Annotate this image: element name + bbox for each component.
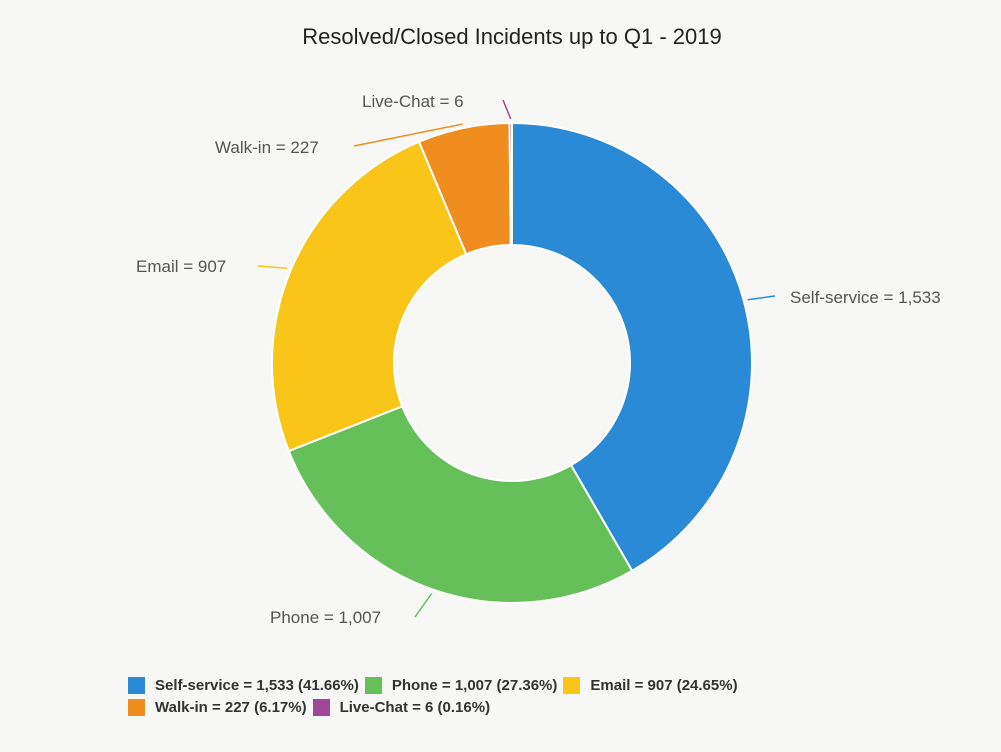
slice-phone[interactable] [287, 404, 634, 604]
legend-label-email: Email = 907 (24.65%) [590, 676, 738, 694]
slices-group [271, 121, 753, 604]
leader-line-walk-in [353, 123, 463, 147]
leader-line-self-service [747, 295, 776, 301]
legend-swatch-phone [364, 676, 382, 694]
slice-label-walk-in: Walk-in = 227 [215, 138, 319, 157]
slice-self-service[interactable] [511, 121, 753, 573]
slice-email[interactable] [271, 140, 468, 453]
legend-item-email[interactable]: Email = 907 (24.65%) [563, 676, 738, 694]
legend-item-live-chat[interactable]: Live-Chat = 6 (0.16%) [312, 698, 491, 716]
slice-label-live-chat: Live-Chat = 6 [362, 92, 464, 111]
legend-row-1: Self-service = 1,533 (41.66%) Phone = 1,… [128, 674, 968, 696]
slice-label-phone: Phone = 1,007 [270, 608, 381, 627]
slice-label-email: Email = 907 [136, 257, 226, 276]
leader-line-live-chat [502, 99, 512, 120]
legend-label-phone: Phone = 1,007 (27.36%) [391, 676, 558, 694]
legend-label-self-service: Self-service = 1,533 (41.66%) [155, 676, 359, 694]
legend-label-live-chat: Live-Chat = 6 (0.16%) [339, 698, 491, 716]
legend-swatch-walk-in [128, 698, 145, 716]
legend-item-walk-in[interactable]: Walk-in = 227 (6.17%) [128, 698, 307, 716]
leader-line-email [257, 265, 288, 270]
chart-title: Resolved/Closed Incidents up to Q1 - 201… [302, 24, 721, 49]
legend-row-2: Walk-in = 227 (6.17%) Live-Chat = 6 (0.1… [128, 696, 968, 718]
legend-item-phone[interactable]: Phone = 1,007 (27.36%) [364, 676, 558, 694]
legend: Self-service = 1,533 (41.66%) Phone = 1,… [128, 674, 968, 718]
slice-label-self-service: Self-service = 1,533 [790, 288, 941, 307]
legend-swatch-self-service [128, 676, 145, 694]
legend-swatch-email [563, 676, 581, 694]
slice-labels-group: Self-service = 1,533 Phone = 1,007 Email =… [136, 92, 941, 627]
legend-item-self-service[interactable]: Self-service = 1,533 (41.66%) [128, 676, 359, 694]
leader-lines-group [257, 99, 776, 618]
legend-label-walk-in: Walk-in = 227 (6.17%) [155, 698, 307, 716]
legend-swatch-live-chat [312, 698, 330, 716]
leader-line-phone [414, 592, 433, 618]
slice-live-chat[interactable] [508, 121, 513, 247]
